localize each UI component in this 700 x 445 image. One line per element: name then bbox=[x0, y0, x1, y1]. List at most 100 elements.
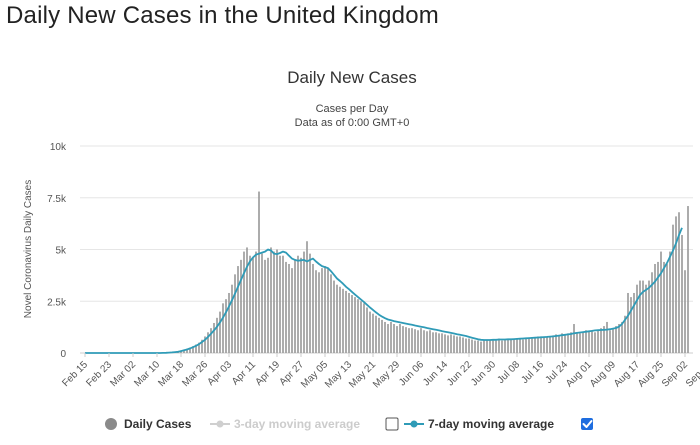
bar-daily-cases bbox=[603, 326, 605, 353]
x-tick-label: Apr 19 bbox=[254, 359, 283, 388]
bar-daily-cases bbox=[393, 324, 395, 353]
bar-daily-cases bbox=[684, 270, 686, 353]
bar-daily-cases bbox=[489, 340, 491, 353]
bar-daily-cases bbox=[678, 212, 680, 353]
bar-daily-cases bbox=[297, 255, 299, 353]
bar-daily-cases bbox=[369, 311, 371, 353]
bar-daily-cases bbox=[627, 292, 629, 353]
bar-daily-cases bbox=[333, 280, 335, 353]
checkbox-3-day-average[interactable] bbox=[385, 417, 399, 431]
bar-daily-cases bbox=[618, 324, 620, 353]
bar-daily-cases bbox=[453, 335, 455, 353]
bar-daily-cases bbox=[402, 326, 404, 353]
bar-daily-cases bbox=[525, 338, 527, 353]
y-tick-label: 2.5k bbox=[47, 297, 67, 308]
bar-daily-cases bbox=[183, 349, 185, 353]
bar-daily-cases bbox=[564, 334, 566, 353]
bar-daily-cases bbox=[543, 337, 545, 353]
bar-daily-cases bbox=[273, 251, 275, 353]
x-tick-label: Feb 15 bbox=[60, 359, 90, 389]
bar-daily-cases bbox=[261, 253, 263, 353]
bar-daily-cases bbox=[201, 339, 203, 353]
bar-daily-cases bbox=[330, 274, 332, 353]
bar-daily-cases bbox=[570, 332, 572, 353]
bar-daily-cases bbox=[336, 284, 338, 353]
x-tick-label: Mar 18 bbox=[156, 359, 186, 389]
bar-daily-cases bbox=[219, 311, 221, 353]
x-tick-label: Jul 16 bbox=[519, 359, 546, 386]
bar-daily-cases bbox=[534, 338, 536, 353]
bar-daily-cases bbox=[408, 328, 410, 353]
x-tick-label: May 29 bbox=[371, 359, 402, 390]
bar-daily-cases bbox=[240, 259, 242, 353]
bar-daily-cases bbox=[423, 330, 425, 353]
y-axis-title: Novel Coronavirus Daily Cases bbox=[23, 180, 34, 318]
bar-daily-cases bbox=[399, 324, 401, 353]
bar-daily-cases bbox=[324, 266, 326, 353]
bar-daily-cases bbox=[441, 333, 443, 353]
bar-daily-cases bbox=[579, 333, 581, 353]
bar-daily-cases bbox=[624, 315, 626, 353]
legend-marker-7-day-average bbox=[410, 420, 418, 428]
bar-daily-cases bbox=[549, 336, 551, 353]
bar-daily-cases bbox=[468, 338, 470, 353]
bar-daily-cases bbox=[591, 330, 593, 353]
bar-daily-cases bbox=[486, 339, 488, 353]
bar-daily-cases bbox=[576, 332, 578, 353]
bar-daily-cases bbox=[432, 332, 434, 353]
bar-daily-cases bbox=[414, 329, 416, 353]
bar-daily-cases bbox=[360, 301, 362, 353]
chart-legend: Daily Cases 3-day moving average 7-day mov… bbox=[105, 417, 593, 431]
bar-daily-cases bbox=[552, 335, 554, 353]
x-tick-label: Feb 23 bbox=[84, 359, 114, 389]
bar-daily-cases bbox=[528, 337, 530, 353]
bar-daily-cases bbox=[276, 249, 278, 353]
bar-daily-cases bbox=[438, 333, 440, 353]
bar-daily-cases bbox=[540, 336, 542, 353]
y-tick-label: 0 bbox=[60, 349, 66, 360]
seven-day-average-line bbox=[85, 227, 683, 354]
checkbox-7-day-average[interactable] bbox=[581, 418, 593, 430]
bar-daily-cases bbox=[372, 313, 374, 353]
bar-daily-cases bbox=[387, 324, 389, 353]
legend-item-daily-cases[interactable]: Daily Cases bbox=[105, 417, 192, 431]
bar-daily-cases bbox=[327, 268, 329, 353]
bar-daily-cases bbox=[252, 257, 254, 353]
bar-daily-cases bbox=[609, 330, 611, 353]
legend-label-7-day-average: 7-day moving average bbox=[428, 417, 554, 431]
bar-daily-cases bbox=[630, 297, 632, 353]
bar-daily-cases bbox=[507, 339, 509, 353]
bar-daily-cases bbox=[447, 335, 449, 353]
bar-daily-cases bbox=[420, 328, 422, 353]
bar-daily-cases bbox=[237, 266, 239, 353]
bar-daily-cases bbox=[585, 330, 587, 353]
bar-daily-cases bbox=[339, 286, 341, 353]
bar-daily-cases bbox=[417, 330, 419, 353]
bar-daily-cases bbox=[654, 263, 656, 353]
bar-daily-cases bbox=[450, 334, 452, 353]
bar-daily-cases bbox=[546, 336, 548, 353]
checkbox-box bbox=[581, 418, 593, 430]
x-tick-label: Apr 03 bbox=[206, 359, 235, 388]
x-tick-label: Mar 10 bbox=[132, 359, 162, 389]
bar-daily-cases bbox=[306, 241, 308, 353]
bar-daily-cases bbox=[189, 347, 191, 353]
bar-daily-cases bbox=[492, 340, 494, 353]
legend-item-7-day-average[interactable]: 7-day moving average bbox=[404, 417, 554, 431]
bar-daily-cases bbox=[495, 340, 497, 353]
bar-daily-cases bbox=[648, 280, 650, 353]
page-heading: Daily New Cases in the United Kingdom bbox=[6, 2, 439, 29]
bar-daily-cases bbox=[267, 257, 269, 353]
bar-daily-cases bbox=[633, 292, 635, 353]
legend-item-3-day-average[interactable]: 3-day moving average bbox=[210, 417, 360, 431]
bar-daily-cases bbox=[513, 339, 515, 353]
x-tick-label: Mar 02 bbox=[108, 359, 138, 389]
x-tick-label: Mar 26 bbox=[180, 359, 210, 389]
bar-daily-cases bbox=[228, 292, 230, 353]
bar-daily-cases bbox=[474, 340, 476, 353]
check-icon bbox=[582, 420, 593, 428]
bar-daily-cases bbox=[456, 336, 458, 353]
bar-daily-cases bbox=[462, 337, 464, 353]
